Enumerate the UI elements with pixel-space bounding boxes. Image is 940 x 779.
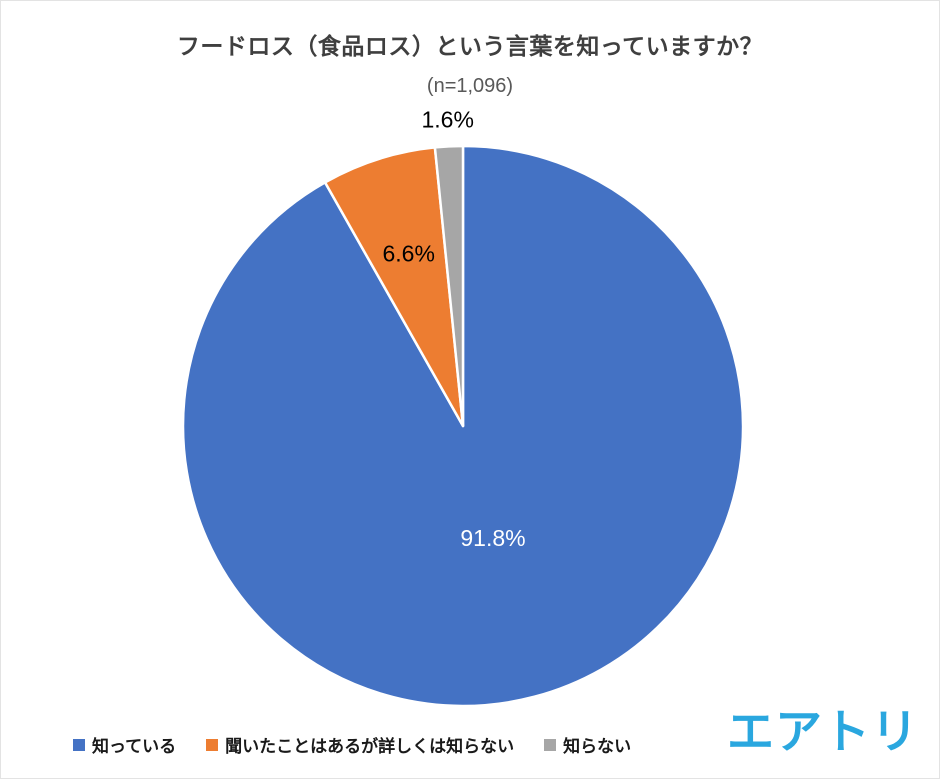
legend-swatch-blue: [73, 738, 85, 751]
pie-slice-1: [323, 146, 465, 428]
legend-item-0: 知っている: [73, 732, 176, 757]
pie-label-2: 1.6%: [421, 106, 473, 132]
pie-label-1: 6.6%: [382, 240, 434, 266]
legend-item-1: 聞いたことはあるが詳しくは知らない: [206, 732, 514, 757]
legend: 知っている 聞いたことはあるが詳しくは知らない 知らない: [73, 732, 631, 757]
legend-swatch-gray: [544, 738, 557, 751]
legend-label-0: 知っている: [92, 737, 177, 756]
pie-chart: 91.8% 6.6% 1.6%: [181, 106, 745, 708]
legend-item-2: 知らない: [544, 732, 631, 757]
pie-chart-area: 91.8% 6.6% 1.6%: [1, 101, 939, 716]
legend-swatch-orange: [206, 738, 219, 751]
chart-subtitle: (n=1,096): [426, 75, 514, 97]
legend-label-1: 聞いたことはあるが詳しくは知らない: [225, 737, 515, 756]
brand-logo: エアトリ: [727, 705, 919, 758]
legend-label-2: 知らない: [563, 737, 632, 756]
pie-label-0: 91.8%: [460, 525, 525, 551]
pie-slice-2: [433, 144, 465, 428]
chart-title: フードロス（食品ロス）という言葉を知っていますか？: [176, 33, 764, 59]
